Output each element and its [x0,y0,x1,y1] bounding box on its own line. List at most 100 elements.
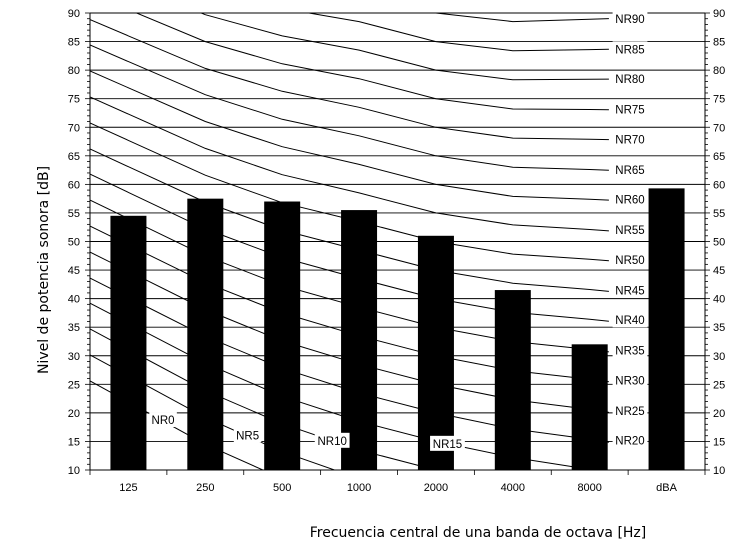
nr-label-nr65: NR65 [612,161,648,177]
y-tick-label-right: 90 [713,8,725,20]
nr-label-nr85: NR85 [612,41,648,57]
nr-curve-nr90 [433,13,609,23]
y-tick-label-left: 90 [68,8,80,20]
y-tick-label-left: 70 [68,122,80,134]
nr-label-text: NR40 [615,315,644,327]
y-tick-label-left: 15 [68,436,80,448]
nr-curve-nr55 [90,96,609,232]
nr-label-text: NR15 [433,439,462,451]
nr-label-text: NR10 [317,436,346,448]
nr-label-nr80: NR80 [612,71,648,87]
y-tick-label-left: 55 [68,208,80,220]
y-tick-label-right: 30 [713,351,725,363]
y-tick-label-left: 60 [68,179,80,191]
nr-label-text: NR25 [615,406,644,418]
bar-2000 [417,235,454,470]
nr-label-nr5: NR5 [233,427,262,443]
x-tick-label: 500 [273,482,291,494]
nr-label-text: NR90 [615,14,644,26]
nr-curve-nr5 [90,354,337,470]
bar-8000 [571,344,608,470]
nr-label-nr0: NR0 [149,412,177,428]
nr-label-text: NR0 [152,415,175,427]
nr-label-text: NR60 [615,195,644,207]
nr-label-text: NR65 [615,165,644,177]
nr-curve-nr70 [90,19,609,141]
nr-label-text: NR20 [615,436,644,448]
nr-label-nr10: NR10 [314,432,350,448]
bar-1000 [341,210,378,471]
nr-curve-nr85 [306,13,609,52]
nr-label-nr75: NR75 [612,101,648,117]
y-tick-label-left: 50 [68,237,80,249]
nr-label-nr35: NR35 [612,342,648,358]
nr-curve-nr65 [90,44,609,171]
nr-label-text: NR5 [236,430,259,442]
axes: 10 10 15 15 20 20 25 25 30 30 35 35 40 40 45 45 50 50 55 55… [68,8,726,494]
bar-125 [110,215,147,470]
y-axis-title: Nivel de potencia sonora [dB] [36,166,52,374]
y-tick-label-right: 75 [713,94,725,106]
y-tick-label-right: 35 [713,322,725,334]
y-tick-label-left: 85 [68,37,80,49]
y-tick-label-right: 85 [713,37,725,49]
nr-label-nr60: NR60 [612,191,648,207]
y-tick-label-right: 80 [713,65,725,77]
y-tick-label-left: 35 [68,322,80,334]
nr-label-text: NR70 [615,134,644,146]
nr-curve-nr80 [199,13,609,81]
nr-label-text: NR50 [615,255,644,267]
y-tick-label-left: 30 [68,351,80,363]
x-tick-label: 8000 [577,482,601,494]
x-axis-title: Frecuencia central de una banda de octav… [310,525,647,541]
y-tick-label-right: 70 [713,122,725,134]
x-tick-label: 2000 [424,482,448,494]
x-tick-label: 1000 [347,482,371,494]
nr-curve-nr75 [135,13,609,111]
nr-label-text: NR35 [615,346,644,358]
y-tick-label-right: 25 [713,379,725,391]
y-tick-label-right: 40 [713,294,725,306]
x-tick-label: 250 [196,482,214,494]
nr-label-text: NR80 [615,74,644,86]
y-tick-label-right: 15 [713,436,725,448]
nr-curve-labels: NR0 NR5 NR10 NR15 NR20 NR25 NR30 NR35 NR40 NR45 NR… [149,10,648,451]
nr-curve-nr60 [90,70,609,201]
y-tick-label-left: 40 [68,294,80,306]
y-tick-label-right: 65 [713,151,725,163]
y-tick-label-left: 20 [68,408,80,420]
y-tick-label-right: 10 [713,465,725,477]
y-tick-label-right: 60 [713,179,725,191]
nr-label-nr90: NR90 [612,10,648,26]
y-tick-label-right: 20 [713,408,725,420]
nr-label-nr50: NR50 [612,251,648,267]
nr-label-nr25: NR25 [612,402,648,418]
y-tick-label-left: 45 [68,265,80,277]
nr-label-nr55: NR55 [612,222,648,238]
nr-label-nr20: NR20 [612,432,648,448]
y-tick-label-left: 80 [68,65,80,77]
y-tick-label-left: 75 [68,94,80,106]
y-tick-label-left: 65 [68,151,80,163]
y-tick-label-left: 10 [68,465,80,477]
bars [110,188,685,471]
x-tick-label: 4000 [501,482,525,494]
nr-label-text: NR45 [615,285,644,297]
bar-dba [648,188,685,470]
y-tick-label-right: 50 [713,237,725,249]
nr-label-text: NR75 [615,105,644,117]
nr-label-nr15: NR15 [430,435,465,451]
y-tick-label-right: 45 [713,265,725,277]
x-tick-label: 125 [119,482,137,494]
nr-label-text: NR30 [615,375,644,387]
nr-label-nr30: NR30 [612,372,648,388]
nr-label-text: NR85 [615,44,644,56]
nr-label-text: NR55 [615,225,644,237]
y-tick-label-left: 25 [68,379,80,391]
x-tick-label: dBA [656,482,677,494]
bar-250 [187,198,224,470]
bar-500 [264,201,301,470]
nr-label-nr70: NR70 [612,131,648,147]
nr-label-nr45: NR45 [612,282,648,298]
